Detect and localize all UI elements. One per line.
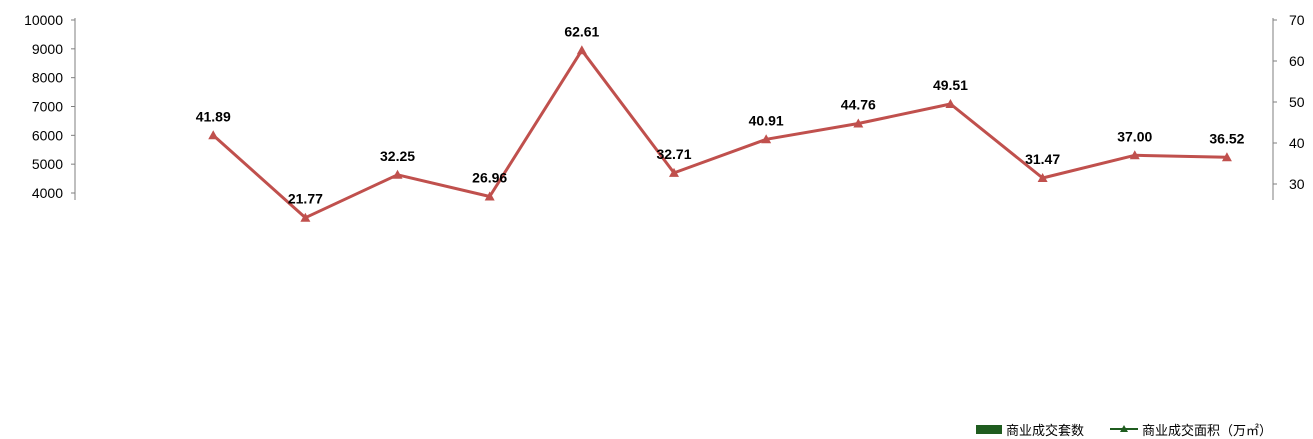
line-point-marker: [1221, 152, 1232, 162]
right-axis-ticks: 30 40 50 60 70: [1273, 12, 1305, 192]
line-data-label: 26.96: [472, 169, 507, 185]
line-data-label: 31.47: [1025, 151, 1060, 167]
line-series-path: [212, 48, 1227, 220]
line-data-label: 36.52: [1209, 130, 1244, 146]
legend-bar-swatch: [976, 424, 1002, 434]
left-axis-tick-label: 4000: [32, 185, 63, 201]
line-point-marker: [392, 169, 403, 179]
line-point-marker: [853, 118, 864, 128]
line-data-label: 32.25: [380, 148, 415, 164]
left-axis-ticks: 4000 5000 6000 7000 8000 9000 10000: [24, 12, 75, 201]
line-data-label: 41.89: [196, 108, 231, 124]
left-axis-tick-label: 10000: [24, 12, 63, 28]
left-axis-tick-label: 8000: [32, 70, 63, 86]
line-point-marker: [1129, 150, 1140, 160]
right-axis-tick-label: 60: [1289, 53, 1305, 69]
legend-bar-label: 商业成交套数: [1006, 423, 1085, 439]
legend-item-bar: 商业成交套数: [976, 420, 1084, 439]
right-axis-tick-label: 40: [1289, 135, 1305, 151]
data-labels: 41.89 21.77 32.25 26.96 62.61 32.71 40.91 44.76…: [196, 23, 1245, 206]
legend-item-line: 商业成交面积（万㎡）: [1110, 420, 1272, 439]
line-data-label: 62.61: [564, 23, 599, 39]
line-point-marker: [761, 134, 772, 144]
right-axis-tick-label: 70: [1289, 12, 1305, 28]
line-point-marker: [945, 99, 956, 109]
line-data-label: 40.91: [749, 112, 784, 128]
legend-line-label: 商业成交面积（万㎡）: [1142, 423, 1273, 439]
left-axis-tick-label: 7000: [32, 99, 63, 115]
line-data-label: 49.51: [933, 77, 968, 93]
right-axis-tick-label: 30: [1289, 176, 1305, 192]
right-axis-tick-label: 50: [1289, 94, 1305, 110]
left-axis-tick-label: 5000: [32, 156, 63, 172]
left-axis-tick-label: 9000: [32, 41, 63, 57]
line-point-marker: [484, 191, 495, 201]
line-point-marker: [576, 45, 587, 55]
line-point-marker: [669, 167, 679, 177]
line-data-label: 44.76: [841, 96, 876, 112]
legend: 商业成交套数 商业成交面积（万㎡）: [976, 419, 1272, 439]
line-data-label: 37.00: [1117, 128, 1152, 144]
line-point-marker: [300, 212, 311, 222]
line-data-label: 32.71: [656, 146, 691, 162]
legend-line-swatch: [1110, 425, 1139, 432]
line-data-label: 21.77: [288, 191, 323, 207]
line-point-marker: [1037, 172, 1048, 182]
line-point-marker: [208, 130, 219, 140]
left-axis-tick-label: 6000: [32, 127, 63, 143]
line-series: [208, 45, 1232, 222]
